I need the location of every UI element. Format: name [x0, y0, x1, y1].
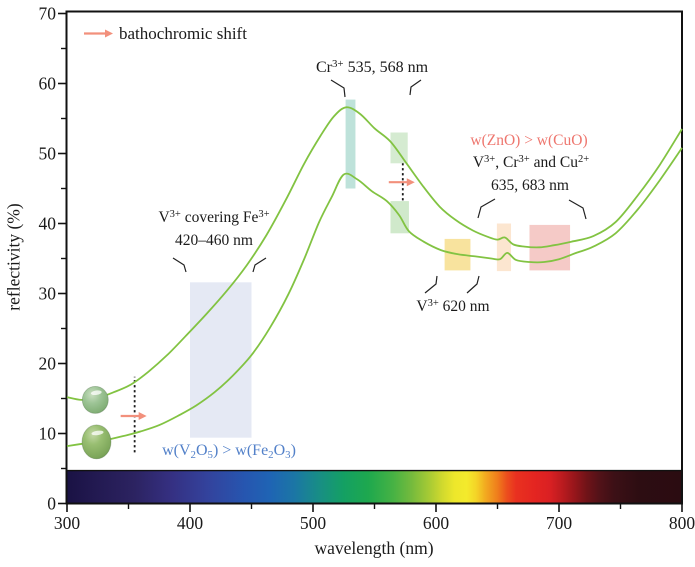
spectrum-bar — [67, 471, 682, 504]
legend-bathochromic-label: bathochromic shift — [119, 24, 247, 43]
shift-arrow-2-head — [406, 178, 415, 187]
y-tick-label: 10 — [39, 424, 57, 444]
annotation-pointer-7 — [477, 198, 496, 219]
y-tick-label: 70 — [39, 4, 57, 24]
y-tick-label: 0 — [47, 494, 56, 514]
annotation-v-covering-fe-line2: 420–460 nm — [175, 232, 253, 249]
annotation-cr-535-568: Cr3+ 535, 568 nm — [315, 58, 429, 76]
y-tick-label: 30 — [39, 284, 57, 304]
x-tick-label: 700 — [546, 513, 573, 533]
y-tick-label: 40 — [39, 214, 57, 234]
annotation-635-683-nm: 635, 683 nm — [491, 177, 569, 194]
annotation-pointer-8 — [568, 199, 587, 220]
y-axis-title: reflectivity (%) — [3, 203, 24, 311]
shift-arrow-1-head — [138, 412, 147, 420]
gem-bead-upper-glint — [90, 390, 102, 396]
x-tick-label: 800 — [669, 513, 695, 533]
annotation-v-cr-cu-ions: V3+, Cr3+ and Cu2+ — [472, 154, 590, 171]
annotation-v2o5-gt-fe2o3: w(V2O5) > w(Fe2O3) — [162, 442, 296, 462]
gem-bead-lower — [81, 424, 112, 460]
gem-bead-upper — [81, 385, 109, 414]
annotation-pointer-3 — [172, 257, 187, 273]
y-tick-label: 60 — [39, 74, 57, 94]
annotation-v-620-nm: V3+ 620 nm — [416, 298, 490, 315]
cr-568-band-upper — [390, 132, 408, 164]
cu-655-band — [496, 223, 512, 272]
y-tick-label: 20 — [39, 354, 57, 374]
x-tick-label: 600 — [423, 513, 450, 533]
cr-535-band — [345, 99, 356, 189]
v-covering-fe-band — [190, 282, 252, 438]
x-axis-title: wavelength (nm) — [314, 538, 434, 558]
annotation-pointer-2 — [409, 79, 422, 96]
upper-reflectivity-curve — [66, 106, 683, 401]
lower-reflectivity-curve — [66, 147, 683, 447]
annotation-pointer-6 — [466, 275, 480, 294]
x-tick-label: 400 — [177, 513, 204, 533]
annotation-pointer-4 — [252, 257, 267, 273]
annotation-v-covering-fe-line1: V3+ covering Fe3+ — [158, 209, 270, 226]
gem-bead-lower-glint — [91, 430, 104, 436]
plot-frame — [65, 10, 683, 505]
legend-bathochromic-arrow-head — [105, 29, 113, 38]
y-tick-label: 50 — [39, 144, 57, 164]
annotation-zno-gt-cuo: w(ZnO) > w(CuO) — [470, 132, 588, 149]
annotation-pointer-1 — [330, 79, 346, 98]
annotation-pointer-5 — [424, 275, 438, 294]
annotation-v-covering-fe: V3+ covering Fe3+ 420–460 nm — [158, 206, 269, 252]
x-tick-label: 500 — [300, 513, 327, 533]
x-tick-label: 300 — [54, 513, 81, 533]
